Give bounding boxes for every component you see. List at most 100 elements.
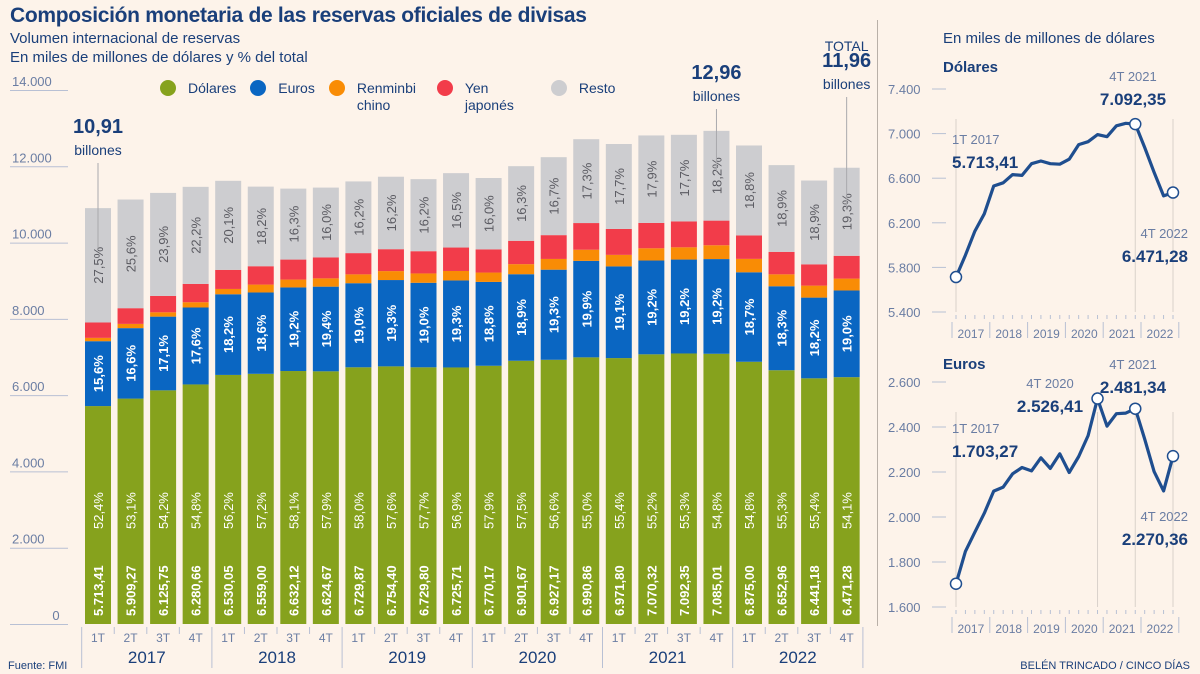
- dollar-value-label: 6.624,67: [319, 565, 334, 616]
- dollar-pct-label: 54,8%: [709, 492, 724, 529]
- legend-swatch: [250, 80, 267, 96]
- resto-pct-label: 18,9%: [775, 190, 790, 227]
- bar-segment-resto: [410, 179, 437, 252]
- bar-segment-dólares: [247, 373, 274, 624]
- bar-segment-euros: [150, 316, 177, 391]
- dollar-pct-label: 55,4%: [612, 492, 627, 529]
- bar-1T-2022: 6.875,00 54,8% 18,7% 18,8%: [736, 145, 762, 624]
- legend-item-dolares: Dólares: [160, 80, 236, 114]
- dollar-pct-label: 52,4%: [91, 492, 106, 529]
- annotation-date: 4T 2021: [1109, 357, 1156, 372]
- bar-segment-euros: [768, 286, 795, 371]
- bar-segment-resto: [215, 180, 242, 270]
- dollar-value-label: 6.971,80: [612, 565, 627, 616]
- bar-segment-dólares: [410, 367, 437, 624]
- x-tick-label: 4T: [449, 631, 464, 645]
- y-tick-label: 7.400: [888, 82, 921, 97]
- dollar-pct-label: 58,0%: [351, 492, 366, 529]
- bar-segment-resto: [345, 181, 372, 254]
- bar-segment-renminbi-chino: [312, 278, 339, 287]
- x-tick-label: 3T: [677, 631, 692, 645]
- bar-segment-yen-japonés: [247, 266, 274, 285]
- annotation-unit: billones: [693, 88, 740, 104]
- euro-pct-label: 19,2%: [677, 288, 692, 325]
- resto-pct-label: 16,3%: [286, 205, 301, 242]
- year-label: 2018: [258, 648, 296, 667]
- y-tick-label: 2.400: [888, 420, 921, 435]
- legend-item-yen: Yen japonés: [436, 80, 523, 114]
- euro-pct-label: 18,2%: [221, 316, 236, 353]
- x-tick-label: 2019: [1033, 327, 1060, 341]
- annotation-value: 7.092,35: [1100, 90, 1166, 109]
- annotation-unit: billones: [74, 142, 121, 158]
- dollar-value-label: 6.875,00: [742, 565, 757, 616]
- bar-segment-renminbi-chino: [182, 302, 209, 308]
- bar-segment-yen-japonés: [540, 235, 567, 259]
- bar-segment-resto: [736, 145, 762, 236]
- dollar-value-label: 6.770,17: [482, 565, 497, 616]
- year-label: 2022: [779, 648, 817, 667]
- bar-segment-euros: [508, 274, 535, 361]
- bar-segment-renminbi-chino: [638, 248, 665, 261]
- chart-subtitle: Volumen internacional de reservas: [10, 30, 241, 47]
- y-tick-label: 14.000: [12, 74, 52, 89]
- bar-segment-euros: [117, 328, 144, 399]
- euro-pct-label: 17,1%: [156, 335, 171, 372]
- dollar-value-label: 6.530,05: [221, 565, 236, 616]
- bar-segment-renminbi-chino: [215, 288, 242, 295]
- legend-swatch: [160, 80, 176, 96]
- bar-3T-2022: 6.441,18 55,4% 18,2% 18,9%: [801, 180, 828, 624]
- year-label: 2020: [518, 648, 556, 667]
- bar-4T-2017: 6.280,66 54,8% 17,6% 22,2%: [182, 186, 209, 624]
- euro-pct-label: 19,9%: [579, 290, 594, 327]
- dollar-pct-label: 55,0%: [579, 492, 594, 529]
- legend-swatch: [328, 80, 345, 96]
- dollar-value-label: 7.070,32: [644, 565, 659, 616]
- bar-segment-euros: [85, 341, 111, 407]
- bar-segment-yen-japonés: [117, 308, 144, 324]
- highlight-point: [1129, 402, 1142, 415]
- bar-segment-resto: [508, 166, 535, 241]
- bar-segment-yen-japonés: [736, 235, 762, 259]
- dollar-pct-label: 55,3%: [775, 492, 790, 529]
- euro-pct-label: 18,6%: [254, 314, 269, 351]
- dollar-pct-label: 54,1%: [840, 492, 855, 529]
- bar-segment-renminbi-chino: [280, 279, 307, 288]
- annotation-date: 4T 2021: [1109, 69, 1156, 84]
- dollar-value-label: 6.754,40: [384, 565, 399, 616]
- x-tick-label: 2021: [1109, 327, 1136, 341]
- bar-segment-resto: [247, 186, 274, 267]
- bar-segment-renminbi-chino: [443, 270, 470, 281]
- dollar-pct-label: 57,9%: [482, 492, 497, 529]
- dollar-pct-label: 54,8%: [189, 492, 204, 529]
- euro-pct-label: 19,2%: [709, 288, 724, 325]
- x-tick-label: 1T: [482, 631, 497, 645]
- dollar-pct-label: 55,3%: [677, 492, 692, 529]
- bar-1T-2020: 6.770,17 57,9% 18,8% 16,0%: [475, 178, 502, 624]
- y-tick-label: 2.000: [888, 510, 921, 525]
- bar-segment-yen-japonés: [345, 253, 372, 275]
- euro-pct-label: 19,0%: [351, 306, 366, 343]
- resto-pct-label: 17,3%: [579, 162, 594, 199]
- annotation-date: 4T 2022: [1141, 509, 1188, 524]
- annotation-date: 4T 2020: [1026, 376, 1073, 391]
- x-tick-label: 2T: [384, 631, 399, 645]
- bar-segment-euros: [280, 287, 307, 372]
- panel-divider: [877, 20, 878, 626]
- dollar-pct-label: 54,2%: [156, 492, 171, 529]
- bar-segment-dólares: [377, 366, 404, 624]
- bar-segment-euros: [638, 260, 665, 355]
- dollar-value-label: 5.713,41: [91, 565, 106, 616]
- bar-segment-dólares: [280, 371, 307, 624]
- bar-2T-2021: 7.070,32 55,2% 19,2% 17,9%: [638, 135, 665, 624]
- year-label: 2019: [388, 648, 426, 667]
- bar-segment-renminbi-chino: [605, 254, 632, 267]
- annotation-value: 2.481,34: [1100, 378, 1167, 397]
- euro-pct-label: 19,3%: [384, 304, 399, 341]
- x-tick-label: 2022: [1147, 327, 1174, 341]
- y-tick-label: 7.000: [888, 127, 921, 142]
- bar-segment-resto: [573, 139, 600, 224]
- source-note: Fuente: FMI: [8, 660, 68, 672]
